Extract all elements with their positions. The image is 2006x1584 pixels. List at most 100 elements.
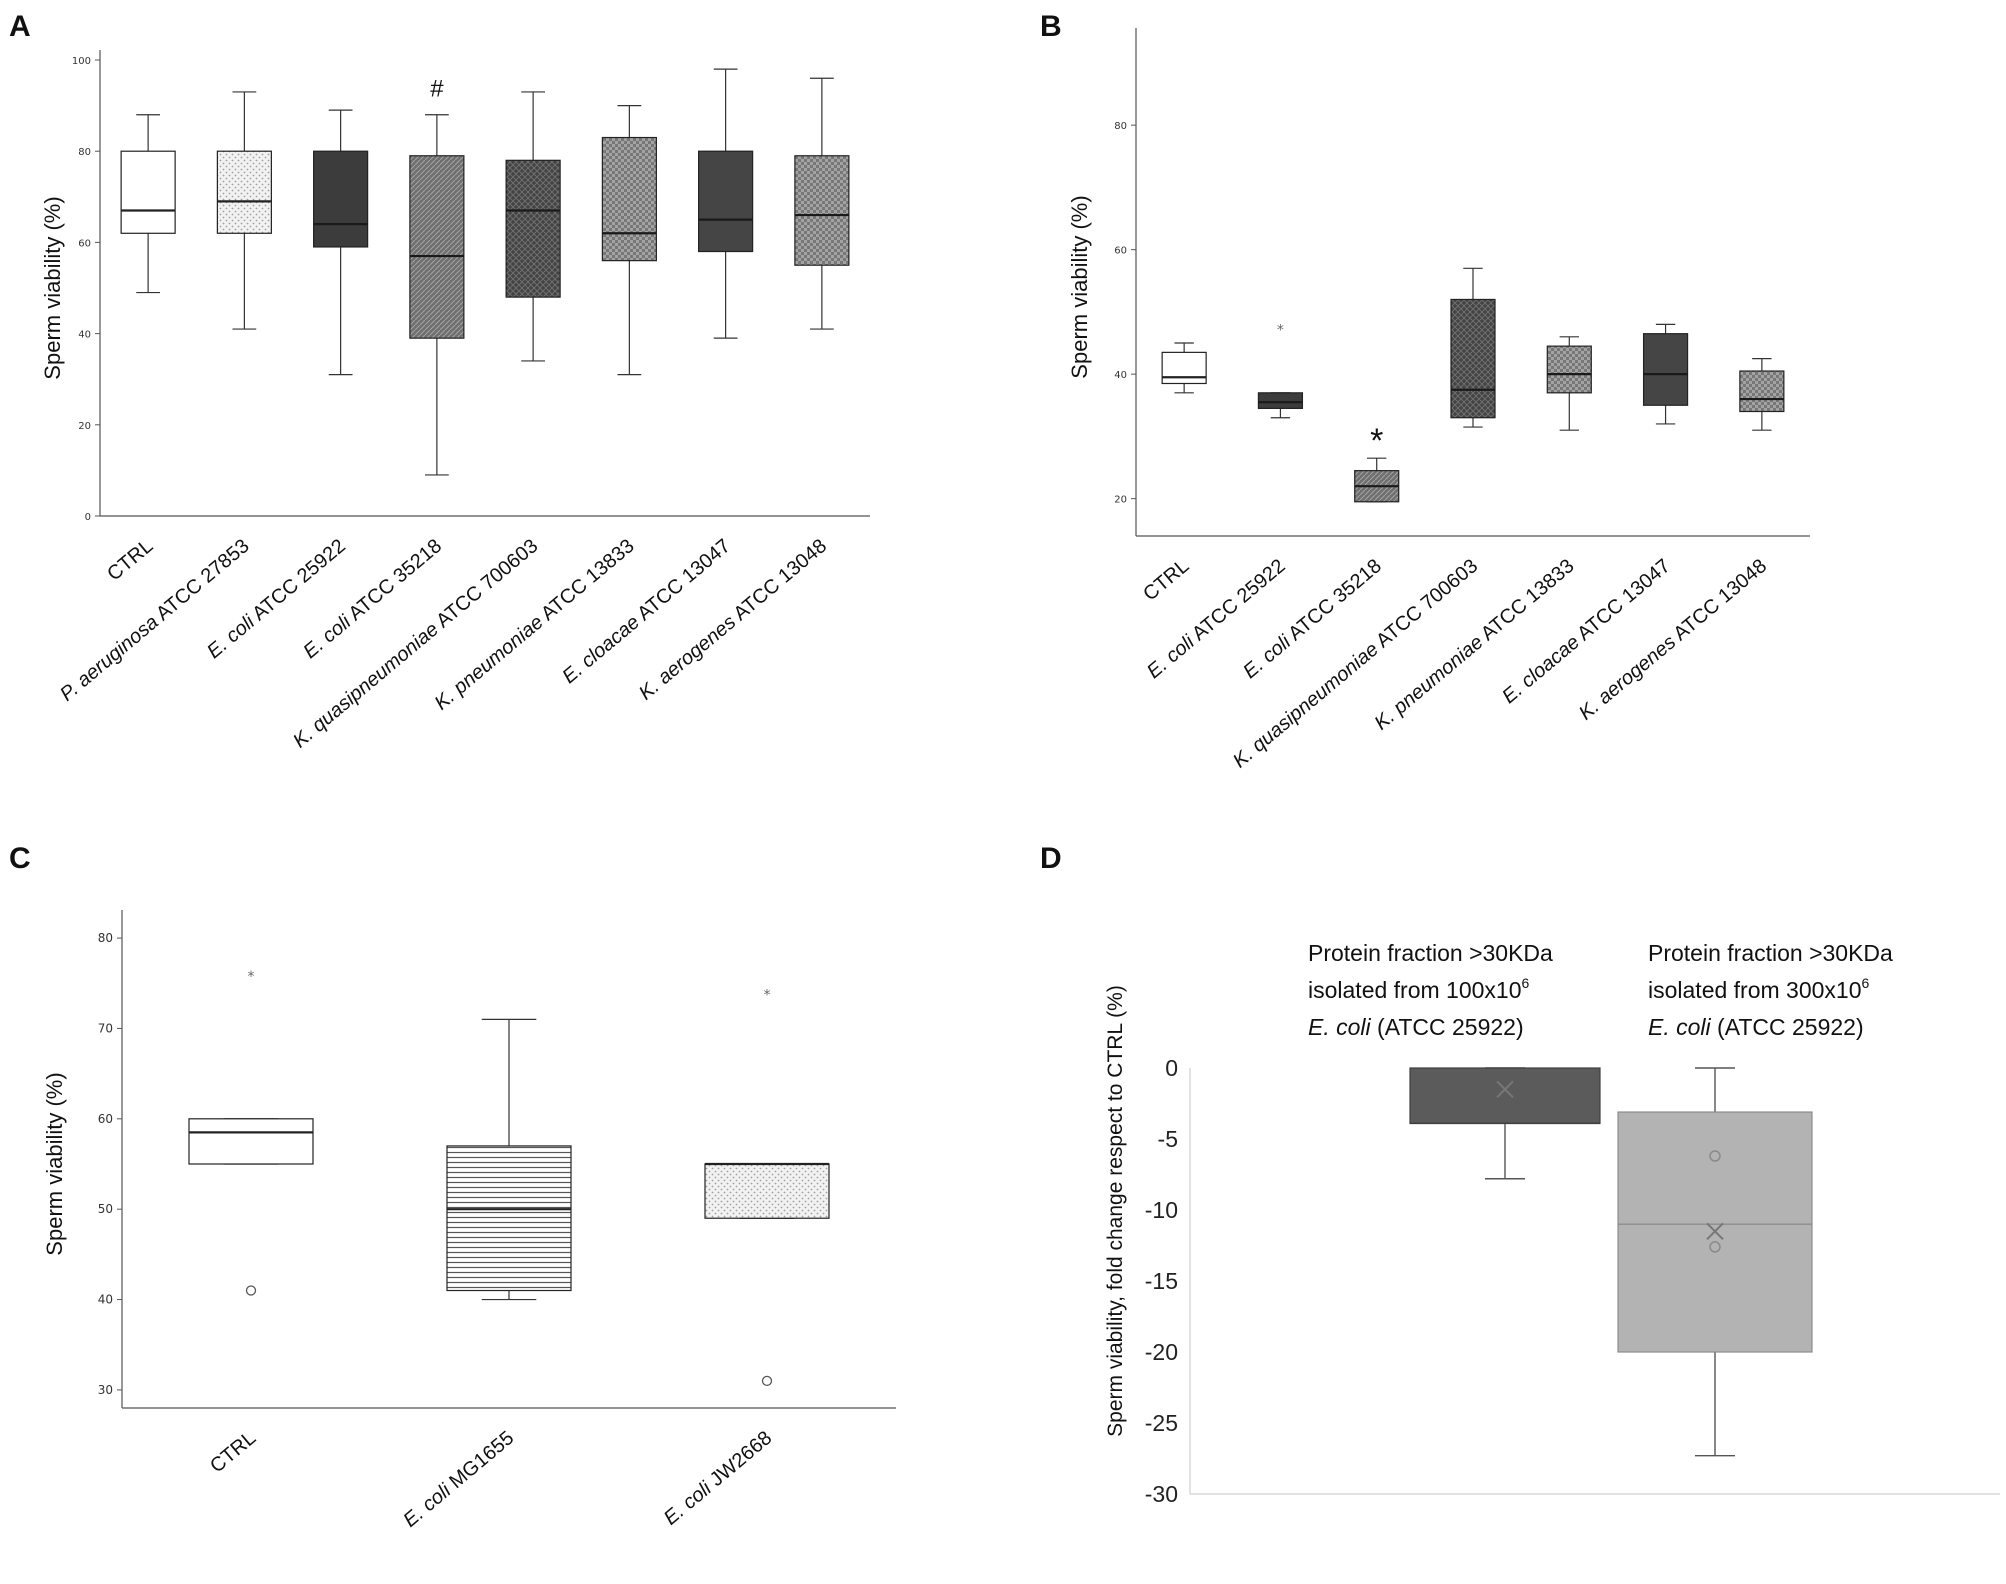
- x-category-species: E. cloacae: [1498, 631, 1584, 708]
- x-category-label: E. cloacae ATCC 13047: [1498, 555, 1675, 708]
- box-iqr: [1739, 370, 1785, 413]
- y-tick-label: 0: [85, 512, 91, 523]
- y-tick-label: 70: [98, 1021, 113, 1035]
- y-tick-label: 80: [1114, 121, 1127, 132]
- y-tick-label: 50: [98, 1202, 113, 1216]
- series-label-text: Protein fraction >30KDa: [1308, 940, 1553, 966]
- x-category-species: K. aerogenes: [635, 611, 740, 704]
- mean-marker: [1496, 1080, 1514, 1099]
- y-tick-label: 40: [1114, 370, 1127, 381]
- box-iqr: [505, 159, 561, 298]
- series-label-line: isolated from 300x106: [1648, 975, 1870, 1003]
- series-label-line: E. coli (ATCC 25922): [1308, 1014, 1524, 1040]
- x-category-strain: ATCC 13047: [630, 535, 735, 628]
- outlier-star: *: [1277, 322, 1284, 338]
- x-category-strain: ATCC 13833: [534, 535, 639, 628]
- y-tick-label: 60: [78, 238, 91, 249]
- x-category-label: K. pneumoniae ATCC 13833: [431, 535, 639, 715]
- x-category-label: E. coli MG1655: [399, 1427, 518, 1532]
- box-iqr: [1642, 333, 1689, 406]
- y-axis-label: Sperm viability (%): [40, 196, 65, 379]
- y-tick-label: -15: [1145, 1268, 1178, 1294]
- y-tick-label: 40: [78, 330, 91, 341]
- series-label-line: Protein fraction >30KDa: [1308, 940, 1553, 966]
- x-category-species: K. aerogenes: [1575, 631, 1680, 724]
- x-category-species: P. aeruginosa: [56, 611, 163, 706]
- y-tick-label: -25: [1145, 1410, 1178, 1436]
- x-category-strain: ATCC 13048: [726, 535, 831, 628]
- x-category-label: K. pneumoniae ATCC 13833: [1370, 555, 1578, 735]
- series-label-line: E. coli (ATCC 25922): [1648, 1014, 1864, 1040]
- x-category-label: E. coli JW2668: [660, 1427, 776, 1530]
- box-iqr: [1409, 1067, 1601, 1124]
- x-category-strain: ATCC 13833: [1474, 555, 1579, 648]
- y-axis-label: Sperm viability (%): [1067, 195, 1092, 378]
- x-category-strain: CTRL: [1139, 555, 1193, 605]
- panel-letter-b: B: [1040, 10, 1062, 43]
- y-tick-label: -10: [1145, 1197, 1178, 1223]
- series-label-text: Protein fraction >30KDa: [1648, 940, 1893, 966]
- data-point: [1709, 1241, 1721, 1253]
- series-label-text: isolated from 300x10: [1648, 977, 1862, 1003]
- y-tick-label: 20: [1114, 495, 1127, 506]
- y-axis-label: Sperm viability (%): [42, 1072, 67, 1255]
- mean-marker-stroke: [1496, 1080, 1514, 1099]
- box-iqr: [794, 155, 850, 266]
- y-tick-label: -20: [1145, 1339, 1178, 1365]
- x-category-strain: MG1655: [441, 1427, 518, 1497]
- y-tick-label: 100: [72, 56, 91, 67]
- y-tick-label: 30: [98, 1383, 113, 1397]
- y-tick-label: 60: [98, 1112, 113, 1126]
- panel-letter-a: A: [9, 10, 31, 43]
- box-iqr: [1257, 392, 1304, 409]
- x-category-strain: ATCC 13048: [1666, 555, 1771, 648]
- y-tick-label: 40: [98, 1293, 113, 1307]
- x-category-strain: ATCC 27853: [149, 535, 254, 628]
- box-iqr: [313, 150, 369, 248]
- x-category-label: K. aerogenes ATCC 13048: [635, 535, 831, 705]
- y-tick-label: 0: [1165, 1055, 1178, 1081]
- series-label-species: E. coli: [1308, 1014, 1372, 1040]
- mean-marker: [1706, 1222, 1724, 1241]
- x-category-strain: ATCC 25922: [245, 535, 350, 628]
- box-iqr: [446, 1145, 572, 1292]
- series-label-line: isolated from 100x106: [1308, 975, 1530, 1003]
- box-iqr: [1546, 345, 1592, 394]
- series-label-strain: (ATCC 25922): [1711, 1014, 1864, 1040]
- y-tick-label: -30: [1145, 1481, 1178, 1507]
- x-category-label: CTRL: [206, 1427, 260, 1477]
- series-label-line: Protein fraction >30KDa: [1648, 940, 1893, 966]
- series-label-superscript: 6: [1522, 975, 1530, 991]
- series-label-strain: (ATCC 25922): [1371, 1014, 1524, 1040]
- chart-c: 30 40 50 60 70 80 Sperm viability (%) * CTRL E. c…: [42, 910, 896, 1532]
- significance-marker: #: [430, 76, 444, 103]
- x-category-label: CTRL: [103, 535, 157, 585]
- data-point: [1709, 1150, 1721, 1162]
- box-iqr: [698, 150, 754, 253]
- x-category-strain: CTRL: [206, 1427, 260, 1477]
- x-category-strain: ATCC 13047: [1570, 555, 1675, 648]
- y-tick-label: -5: [1158, 1126, 1178, 1152]
- box-iqr: [409, 155, 465, 339]
- mean-marker-stroke: [1706, 1222, 1724, 1241]
- x-category-strain: ATCC 25922: [1185, 555, 1290, 648]
- x-category-label: CTRL: [1139, 555, 1193, 605]
- box-iqr: [601, 136, 657, 262]
- series-label-species: E. coli: [1648, 1014, 1712, 1040]
- outlier-circle: [245, 1285, 257, 1296]
- box-iqr: [704, 1163, 830, 1219]
- chart-d: 0 -5 -10 -15 -20 -25 -30 Sperm viability, fold …: [1104, 940, 2000, 1507]
- x-category-species: E. cloacae: [558, 611, 644, 688]
- box-iqr: [216, 150, 272, 234]
- outlier-star: *: [764, 987, 771, 1003]
- outlier-star: *: [248, 969, 255, 985]
- x-category-strain: JW2668: [702, 1427, 777, 1495]
- box-iqr: [120, 150, 176, 234]
- series-label-superscript: 6: [1862, 975, 1870, 991]
- y-axis-label: Sperm viability, fold change respect to …: [1104, 985, 1127, 1437]
- y-tick-label: 60: [1114, 246, 1127, 257]
- x-category-label: P. aeruginosa ATCC 27853: [56, 535, 254, 706]
